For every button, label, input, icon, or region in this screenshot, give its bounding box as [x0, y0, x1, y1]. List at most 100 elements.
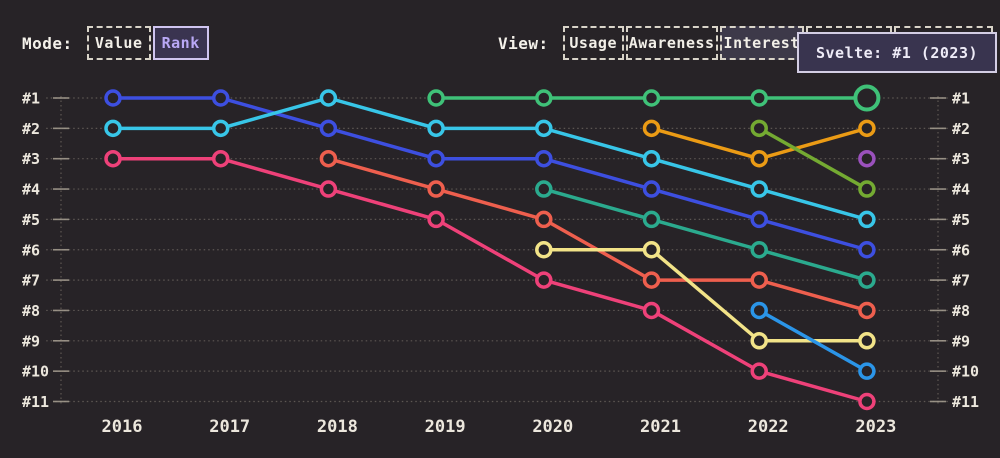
point-pink-2020[interactable]	[535, 271, 553, 289]
year-label: 2016	[102, 417, 143, 437]
point-cyan-2017[interactable]	[211, 119, 230, 138]
rank-label-right: #7	[952, 272, 970, 290]
view-button-awareness[interactable]: Awareness	[625, 26, 718, 60]
point-orange-2022[interactable]	[750, 149, 768, 168]
series-line-blue	[111, 96, 869, 252]
year-label: 2020	[532, 417, 573, 437]
point-salmon-2022[interactable]	[750, 271, 768, 289]
point-blue-2016[interactable]	[104, 89, 122, 107]
rank-label-right: #3	[952, 150, 970, 168]
rank-label-left: #11	[22, 393, 49, 411]
point-cyan-2018[interactable]	[319, 89, 338, 107]
point-purple-2023[interactable]	[858, 149, 876, 168]
point-svelte-green-2019[interactable]	[427, 89, 445, 107]
point-olive-2023[interactable]	[858, 180, 876, 198]
point-svelte-green-2021[interactable]	[642, 89, 661, 107]
point-blue-2019[interactable]	[427, 149, 445, 168]
year-label: 2021	[640, 417, 681, 437]
point-olive-2022[interactable]	[750, 119, 768, 138]
year-label: 2022	[748, 417, 789, 437]
point-teal-2022[interactable]	[750, 241, 768, 259]
rank-label-left: #2	[22, 120, 40, 138]
rank-label-right: #9	[952, 332, 970, 350]
point-teal-2021[interactable]	[642, 210, 661, 229]
rank-label-left: #9	[22, 332, 40, 350]
point-pink-2021[interactable]	[642, 301, 661, 320]
rank-label-right: #1	[952, 90, 970, 108]
tooltip-text: Svelte: #1 (2023)	[816, 43, 979, 62]
point-yellow-2023[interactable]	[858, 332, 876, 350]
point-salmon-2019[interactable]	[427, 180, 445, 198]
point-cyan-2019[interactable]	[427, 119, 445, 138]
point-pink-2023[interactable]	[858, 392, 876, 411]
year-label: 2018	[317, 417, 358, 437]
point-salmon-2020[interactable]	[535, 210, 553, 229]
point-azure-2022[interactable]	[750, 301, 768, 320]
series-line-teal	[542, 187, 869, 282]
point-blue-2018[interactable]	[319, 119, 338, 138]
series-line-pink	[111, 156, 869, 404]
point-yellow-2020[interactable]	[535, 241, 553, 259]
series-line-cyan	[111, 96, 869, 222]
series-line-salmon	[326, 156, 869, 313]
point-blue-2022[interactable]	[750, 210, 768, 229]
point-cyan-2023[interactable]	[858, 210, 876, 229]
point-blue-2023[interactable]	[858, 241, 876, 259]
point-salmon-2021[interactable]	[642, 271, 661, 289]
point-salmon-2023[interactable]	[858, 301, 876, 320]
point-pink-2018[interactable]	[319, 180, 338, 198]
point-yellow-2022[interactable]	[750, 332, 768, 350]
year-label: 2017	[209, 417, 250, 437]
point-pink-2019[interactable]	[427, 210, 445, 229]
rank-label-right: #10	[952, 363, 979, 381]
point-svelte-green-2020[interactable]	[535, 89, 553, 107]
rank-label-left: #4	[22, 181, 40, 199]
rank-label-right: #6	[952, 241, 970, 259]
view-button-usage[interactable]: Usage	[562, 26, 624, 60]
mode-button-rank[interactable]: Rank	[152, 26, 209, 60]
mode-toggle: Mode: Value Rank	[22, 26, 211, 60]
point-blue-2020[interactable]	[535, 149, 553, 168]
rank-label-left: #3	[22, 150, 40, 168]
point-teal-2023[interactable]	[858, 271, 876, 289]
point-cyan-2022[interactable]	[750, 180, 768, 198]
view-label: View:	[498, 33, 549, 53]
point-cyan-2020[interactable]	[535, 119, 553, 138]
rank-label-right: #5	[952, 211, 970, 229]
series-line-olive	[757, 126, 869, 191]
rank-label-right: #4	[952, 181, 970, 199]
point-salmon-2018[interactable]	[319, 149, 338, 168]
rank-label-left: #6	[22, 241, 40, 259]
series-line-azure	[757, 308, 869, 373]
point-svelte-green-2023[interactable]	[853, 84, 881, 112]
point-pink-2022[interactable]	[750, 362, 768, 380]
rank-label-left: #7	[22, 272, 40, 290]
point-cyan-2016[interactable]	[104, 119, 122, 138]
tooltip: Svelte: #1 (2023)	[797, 32, 998, 73]
rank-label-left: #5	[22, 211, 40, 229]
point-yellow-2021[interactable]	[642, 241, 661, 259]
point-teal-2020[interactable]	[535, 180, 553, 198]
rank-label-left: #8	[22, 302, 40, 320]
point-orange-2023[interactable]	[858, 119, 876, 138]
year-label: 2019	[425, 417, 466, 437]
year-label: 2023	[855, 417, 896, 437]
rank-label-right: #11	[952, 393, 979, 411]
point-azure-2023[interactable]	[858, 362, 876, 380]
point-orange-2021[interactable]	[642, 119, 661, 138]
mode-label: Mode:	[22, 33, 73, 53]
view-button-interest[interactable]: Interest	[719, 26, 804, 60]
point-svelte-green-2022[interactable]	[750, 89, 768, 107]
point-pink-2016[interactable]	[104, 149, 122, 168]
rank-label-left: #1	[22, 90, 40, 108]
point-cyan-2021[interactable]	[642, 149, 661, 168]
point-pink-2017[interactable]	[211, 149, 230, 168]
rank-label-right: #8	[952, 302, 970, 320]
rank-label-left: #10	[22, 363, 49, 381]
mode-button-value[interactable]: Value	[86, 26, 151, 60]
point-blue-2017[interactable]	[211, 89, 230, 107]
point-blue-2021[interactable]	[642, 180, 661, 198]
rank-label-right: #2	[952, 120, 970, 138]
